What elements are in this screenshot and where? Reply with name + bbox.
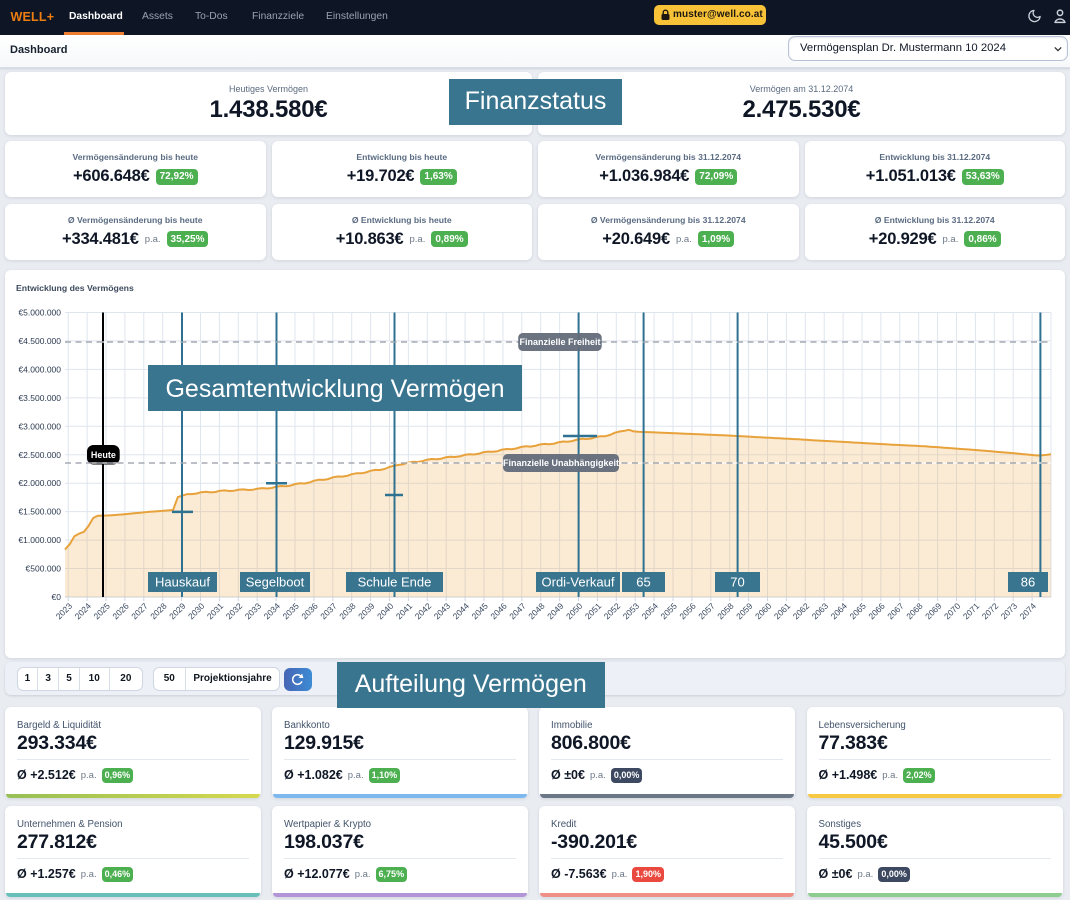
- svg-text:€4.000.000: €4.000.000: [18, 364, 61, 374]
- svg-text:€1.500.000: €1.500.000: [18, 507, 61, 517]
- svg-text:2037: 2037: [318, 601, 339, 622]
- svg-text:2034: 2034: [262, 601, 283, 622]
- svg-text:2056: 2056: [677, 601, 698, 622]
- svg-text:Finanzielle Freiheit: Finanzielle Freiheit: [519, 337, 600, 347]
- svg-text:2042: 2042: [413, 601, 434, 622]
- svg-text:€3.000.000: €3.000.000: [18, 421, 61, 431]
- svg-text:2067: 2067: [885, 601, 906, 622]
- svg-text:2039: 2039: [356, 601, 377, 622]
- svg-text:2028: 2028: [148, 601, 169, 622]
- svg-text:Schule Ende: Schule Ende: [358, 575, 432, 590]
- svg-text:2055: 2055: [658, 601, 679, 622]
- svg-text:2054: 2054: [640, 601, 661, 622]
- svg-text:2031: 2031: [205, 601, 226, 622]
- svg-text:2036: 2036: [299, 601, 320, 622]
- svg-text:€4.500.000: €4.500.000: [18, 336, 61, 346]
- svg-text:Ordi-Verkauf: Ordi-Verkauf: [542, 575, 615, 590]
- svg-text:2059: 2059: [734, 601, 755, 622]
- svg-text:2063: 2063: [810, 601, 831, 622]
- svg-text:2058: 2058: [715, 601, 736, 622]
- svg-text:2048: 2048: [526, 601, 547, 622]
- svg-text:2044: 2044: [451, 601, 472, 622]
- svg-text:2047: 2047: [507, 601, 528, 622]
- svg-text:2057: 2057: [696, 601, 717, 622]
- svg-text:2068: 2068: [904, 601, 925, 622]
- svg-text:2050: 2050: [564, 601, 585, 622]
- svg-text:€2.500.000: €2.500.000: [18, 450, 61, 460]
- svg-text:2027: 2027: [129, 601, 150, 622]
- svg-text:2032: 2032: [224, 601, 245, 622]
- svg-text:2038: 2038: [337, 601, 358, 622]
- svg-text:2040: 2040: [375, 601, 396, 622]
- svg-text:2074: 2074: [1018, 601, 1039, 622]
- svg-text:2071: 2071: [961, 601, 982, 622]
- svg-text:70: 70: [730, 575, 744, 590]
- svg-text:2065: 2065: [847, 601, 868, 622]
- svg-text:2060: 2060: [753, 601, 774, 622]
- svg-text:€0: €0: [52, 592, 62, 602]
- svg-text:2062: 2062: [791, 601, 812, 622]
- svg-text:Hauskauf: Hauskauf: [155, 575, 210, 590]
- svg-text:€3.500.000: €3.500.000: [18, 393, 61, 403]
- svg-text:2045: 2045: [469, 601, 490, 622]
- svg-text:2073: 2073: [999, 601, 1020, 622]
- svg-text:2052: 2052: [602, 601, 623, 622]
- svg-text:2024: 2024: [73, 601, 94, 622]
- svg-text:2064: 2064: [829, 601, 850, 622]
- svg-text:2051: 2051: [583, 601, 604, 622]
- svg-text:Segelboot: Segelboot: [246, 575, 305, 590]
- svg-text:2049: 2049: [545, 601, 566, 622]
- svg-text:2070: 2070: [942, 601, 963, 622]
- svg-text:€1.000.000: €1.000.000: [18, 535, 61, 545]
- svg-text:2066: 2066: [866, 601, 887, 622]
- svg-text:2053: 2053: [621, 601, 642, 622]
- svg-text:2043: 2043: [432, 601, 453, 622]
- svg-text:€5.000.000: €5.000.000: [18, 308, 61, 318]
- svg-text:2061: 2061: [772, 601, 793, 622]
- svg-text:2041: 2041: [394, 601, 415, 622]
- svg-text:Finanzielle Unabhängigkeit: Finanzielle Unabhängigkeit: [503, 458, 619, 468]
- svg-text:2035: 2035: [280, 601, 301, 622]
- svg-text:2033: 2033: [243, 601, 264, 622]
- svg-text:Gesamtentwicklung Vermögen: Gesamtentwicklung Vermögen: [165, 375, 504, 403]
- svg-text:2029: 2029: [167, 601, 188, 622]
- svg-text:Heute: Heute: [91, 450, 116, 460]
- svg-text:€500.000: €500.000: [26, 564, 62, 574]
- svg-text:65: 65: [636, 575, 650, 590]
- svg-text:2069: 2069: [923, 601, 944, 622]
- svg-text:2025: 2025: [91, 601, 112, 622]
- svg-text:2023: 2023: [54, 601, 75, 622]
- svg-text:2026: 2026: [110, 601, 131, 622]
- svg-text:2046: 2046: [488, 601, 509, 622]
- svg-text:2072: 2072: [980, 601, 1001, 622]
- svg-text:86: 86: [1021, 575, 1035, 590]
- svg-text:€2.000.000: €2.000.000: [18, 478, 61, 488]
- svg-text:2030: 2030: [186, 601, 207, 622]
